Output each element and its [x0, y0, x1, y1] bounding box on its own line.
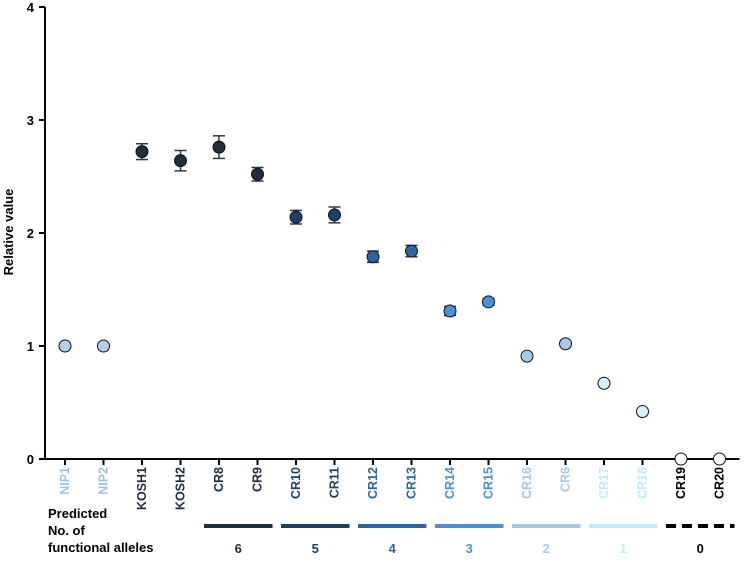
y-tick-label: 4	[27, 0, 35, 15]
data-point-kosh1	[135, 142, 149, 161]
point-marker	[674, 452, 688, 466]
allele-group-2: 2	[512, 524, 581, 556]
point-marker	[97, 339, 110, 353]
footer-label-line-1: Predicted	[48, 506, 107, 521]
footer-label-line-2: No. of	[48, 523, 85, 538]
point-marker	[597, 376, 611, 390]
point-marker	[58, 339, 72, 353]
data-point-nip2	[97, 339, 110, 353]
allele-group-0: 0	[666, 524, 735, 556]
allele-group-label: 0	[697, 541, 704, 556]
footer-label-line-3: functional alleles	[48, 540, 153, 555]
data-point-cr9	[251, 166, 264, 182]
allele-group-5: 5	[281, 524, 350, 556]
footer-label: Predicted No. of functional alleles	[48, 506, 153, 555]
data-point-cr8	[212, 135, 226, 160]
x-label-cr12: CR12	[366, 467, 380, 499]
y-tick-label: 2	[27, 226, 34, 241]
x-label-kosh2: KOSH2	[174, 467, 188, 510]
point-marker	[366, 250, 380, 264]
data-point-cr13	[405, 244, 418, 258]
x-axis-category-labels: NIP1 NIP2 KOSH1 KOSH2 CR8 CR9 CR10 CR11 CR12 CR13…	[58, 467, 727, 510]
x-label-cr20: CR20	[713, 467, 727, 499]
x-label-cr6: CR6	[559, 467, 573, 492]
allele-group-label: 4	[389, 541, 397, 556]
point-marker	[713, 452, 726, 466]
data-point-cr16	[520, 349, 534, 363]
x-label-cr11: CR11	[328, 467, 342, 498]
allele-group-label: 1	[620, 541, 627, 556]
x-label-cr10: CR10	[289, 467, 303, 499]
y-axis-title: Relative value	[1, 189, 16, 276]
x-label-cr9: CR9	[251, 467, 265, 492]
point-marker	[636, 405, 649, 419]
x-label-cr19: CR19	[674, 467, 688, 499]
data-points	[58, 135, 726, 466]
data-point-kosh2	[174, 149, 187, 172]
data-point-cr11	[328, 206, 341, 224]
allele-group-6: 6	[204, 524, 273, 556]
data-point-cr20	[713, 452, 726, 466]
point-marker	[212, 140, 226, 154]
allele-groups: 6 5 4 3 2 1 0	[204, 524, 735, 556]
x-label-cr13: CR13	[405, 467, 419, 499]
data-point-cr18	[636, 405, 649, 419]
x-label-kosh1: KOSH1	[135, 467, 149, 510]
y-tick-label: 1	[27, 339, 34, 354]
allele-group-label: 2	[543, 541, 550, 556]
point-marker	[135, 145, 149, 159]
x-label-cr16: CR16	[520, 467, 534, 499]
point-marker	[328, 208, 341, 222]
allele-group-3: 3	[435, 524, 504, 556]
data-point-cr6	[559, 337, 572, 351]
x-label-nip1: NIP1	[58, 467, 72, 495]
allele-group-1: 1	[589, 524, 658, 556]
allele-group-label: 3	[466, 541, 473, 556]
point-marker	[520, 349, 534, 363]
allele-group-4: 4	[358, 524, 427, 556]
point-marker	[405, 244, 418, 258]
y-tick-label: 0	[27, 452, 34, 467]
point-marker	[289, 210, 303, 224]
data-point-cr14	[443, 304, 457, 318]
x-label-cr15: CR15	[482, 467, 496, 499]
point-marker	[443, 304, 457, 318]
point-marker	[559, 337, 572, 351]
data-point-cr10	[289, 209, 303, 225]
y-axis-ticks: 0 1 2 3 4	[27, 0, 45, 467]
data-point-cr15	[482, 295, 495, 309]
data-point-nip1	[58, 339, 72, 353]
allele-group-label: 6	[235, 541, 242, 556]
x-label-cr17: CR17	[597, 467, 611, 499]
allele-group-label: 5	[312, 541, 319, 556]
point-marker	[174, 154, 187, 168]
data-point-cr17	[597, 376, 611, 390]
data-point-cr19	[674, 452, 688, 466]
x-label-nip2: NIP2	[97, 467, 111, 495]
point-marker	[251, 167, 264, 181]
data-point-cr12	[366, 250, 380, 264]
x-label-cr14: CR14	[443, 467, 457, 499]
point-marker	[482, 295, 495, 309]
axes	[44, 7, 740, 465]
x-label-cr8: CR8	[212, 467, 226, 492]
x-label-cr18: CR18	[636, 467, 650, 499]
y-tick-label: 3	[27, 113, 34, 128]
